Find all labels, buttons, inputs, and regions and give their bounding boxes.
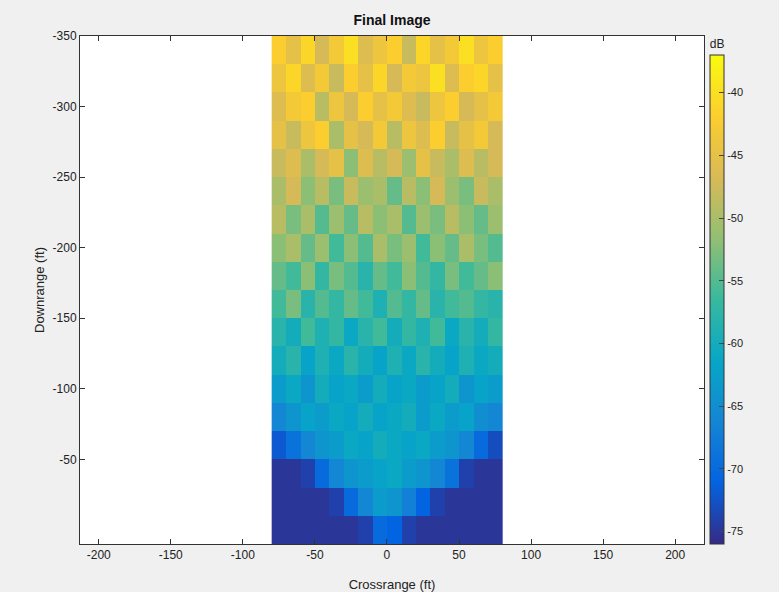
- svg-text:-300: -300: [53, 100, 77, 114]
- svg-text:dB: dB: [710, 37, 725, 51]
- svg-text:100: 100: [521, 548, 541, 562]
- svg-text:-50: -50: [59, 453, 77, 467]
- svg-text:-200: -200: [53, 241, 77, 255]
- svg-text:-250: -250: [53, 170, 77, 184]
- svg-text:-50: -50: [727, 212, 743, 224]
- svg-text:-55: -55: [727, 275, 743, 287]
- svg-text:-65: -65: [727, 400, 743, 412]
- svg-text:-45: -45: [727, 149, 743, 161]
- svg-text:-350: -350: [53, 29, 77, 43]
- svg-text:Crossrange (ft): Crossrange (ft): [349, 577, 436, 592]
- svg-text:200: 200: [665, 548, 685, 562]
- svg-text:-75: -75: [727, 525, 743, 537]
- svg-text:0: 0: [384, 548, 391, 562]
- svg-text:-50: -50: [306, 548, 324, 562]
- svg-text:-40: -40: [727, 86, 743, 98]
- svg-text:-150: -150: [53, 311, 77, 325]
- svg-text:-150: -150: [159, 548, 183, 562]
- svg-text:Final Image: Final Image: [353, 12, 430, 28]
- svg-text:-100: -100: [53, 382, 77, 396]
- svg-text:-60: -60: [727, 337, 743, 349]
- svg-text:-100: -100: [231, 548, 255, 562]
- svg-text:Downrange (ft): Downrange (ft): [32, 247, 47, 333]
- svg-text:-200: -200: [87, 548, 111, 562]
- svg-text:-70: -70: [727, 463, 743, 475]
- svg-text:50: 50: [452, 548, 466, 562]
- svg-text:150: 150: [593, 548, 613, 562]
